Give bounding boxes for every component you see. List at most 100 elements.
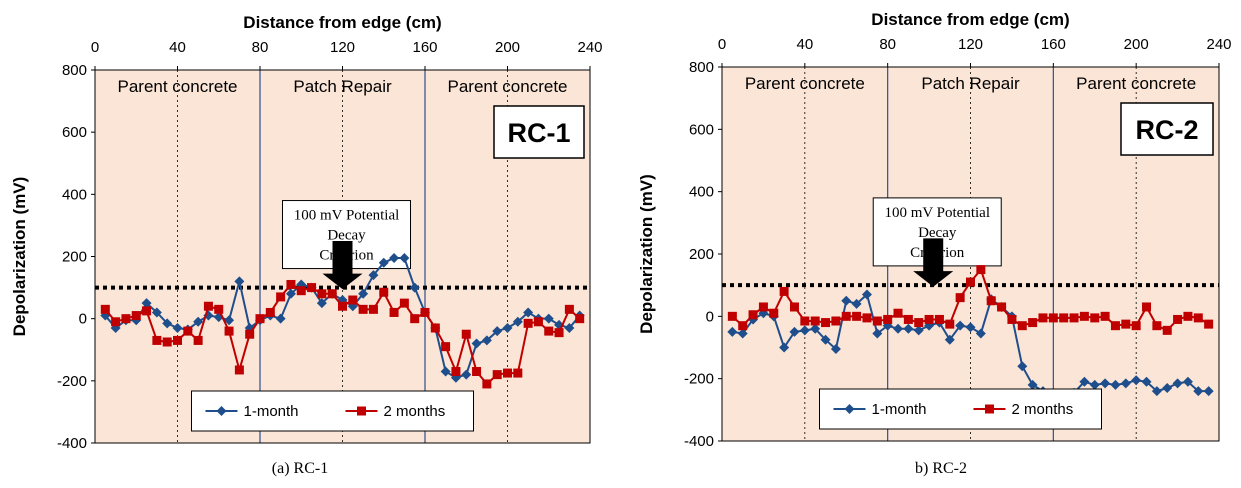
data-point-diamond (830, 344, 841, 355)
data-point-diamond (461, 369, 472, 380)
data-point-square (1007, 314, 1017, 324)
data-point-diamond (1151, 386, 1162, 397)
data-point-diamond (965, 322, 976, 333)
data-point-square (831, 316, 841, 326)
annotation-line: Decay (918, 225, 957, 241)
figure-caption: (a) RC-1 (272, 460, 328, 477)
x-tick-label: 160 (1041, 36, 1066, 53)
data-point-diamond (1141, 376, 1152, 387)
region-label: Patch Repair (293, 77, 392, 96)
data-point-diamond (502, 322, 513, 333)
data-point-square (472, 367, 482, 377)
data-point-diamond (368, 270, 379, 281)
x-tick-label: 160 (412, 39, 437, 56)
data-point-square (769, 308, 779, 318)
region-label: Parent concrete (117, 77, 237, 96)
y-tick-label: 600 (689, 121, 714, 138)
data-point-square (554, 328, 564, 338)
data-point-square (883, 314, 893, 324)
data-point-diamond (481, 335, 492, 346)
data-point-square (1059, 313, 1069, 323)
x-tick-label: 80 (252, 39, 269, 56)
legend: 1-month 2 months (191, 390, 474, 432)
x-tick-label: 200 (495, 39, 520, 56)
data-point-square (482, 379, 492, 389)
y-tick-label: 200 (62, 249, 87, 266)
data-point-square (727, 311, 737, 321)
data-point-diamond (955, 320, 966, 331)
data-point-diamond (1110, 379, 1121, 390)
legend-label: 2 months (1012, 401, 1074, 418)
data-point-square (307, 283, 317, 293)
panel-badge (1120, 102, 1214, 156)
data-point-diamond (523, 307, 534, 318)
data-point-square (1121, 319, 1131, 329)
annotation-line: 100 mV Potential (294, 208, 400, 224)
data-point-square (214, 304, 224, 314)
legend-box (191, 390, 474, 432)
legend-marker-square (985, 404, 994, 414)
data-point-diamond (224, 315, 235, 326)
data-point-diamond (872, 328, 883, 339)
data-point-square (338, 301, 347, 311)
data-point-diamond (737, 328, 748, 339)
data-point-square (183, 326, 193, 336)
data-point-diamond (492, 326, 503, 337)
data-point-square (1152, 321, 1162, 331)
data-point-diamond (727, 326, 738, 337)
data-point-square (379, 287, 389, 297)
data-point-diamond (810, 323, 821, 334)
data-point-square (121, 314, 131, 324)
y-tick-label: -400 (57, 435, 87, 452)
data-point-diamond (440, 366, 451, 377)
data-point-square (800, 316, 810, 326)
x-tick-label: 0 (91, 39, 99, 56)
data-point-square (513, 368, 523, 378)
data-point-square (1048, 313, 1058, 323)
y-tick-label: 600 (62, 124, 87, 141)
data-point-square (1090, 313, 1100, 323)
data-point-square (193, 335, 203, 345)
data-point-diamond (172, 322, 183, 333)
x-tick-label: 240 (1206, 36, 1231, 53)
data-point-diamond (162, 318, 173, 329)
legend-marker-square (357, 406, 366, 416)
y-axis-title: Depolarization (mV) (10, 177, 29, 337)
data-point-square (1110, 321, 1120, 331)
series-2-months (100, 279, 585, 389)
data-point-square (173, 335, 182, 345)
data-point-square (203, 301, 213, 311)
y-tick-label: 400 (62, 186, 87, 203)
data-point-square (893, 308, 903, 318)
data-point-square (852, 311, 862, 321)
data-point-square (327, 289, 337, 299)
y-axis-title: Depolarization (mV) (637, 174, 656, 334)
y-tick-label: 200 (689, 246, 714, 263)
data-point-square (966, 277, 975, 287)
data-point-diamond (1162, 383, 1173, 394)
region-label: Parent concrete (447, 77, 567, 96)
data-point-diamond (1079, 376, 1090, 387)
data-point-diamond (378, 257, 389, 268)
data-point-square (1038, 313, 1048, 323)
data-point-diamond (141, 298, 152, 309)
data-point-square (296, 286, 306, 296)
data-point-diamond (512, 316, 523, 327)
data-point-square (461, 329, 471, 339)
data-point-square (914, 318, 924, 328)
data-point-square (810, 316, 820, 326)
data-point-square (1100, 311, 1110, 321)
data-point-square (441, 342, 451, 352)
x-tick-label: 120 (958, 36, 983, 53)
data-point-square (503, 368, 512, 378)
data-point-square (564, 304, 574, 314)
annotation-box (872, 197, 1002, 267)
data-point-square (451, 367, 461, 377)
region-label: Parent concrete (1076, 74, 1196, 93)
data-point-square (779, 286, 789, 296)
data-point-diamond (1017, 361, 1028, 372)
data-point-diamond (944, 334, 955, 345)
x-tick-label: 40 (169, 39, 186, 56)
data-point-square (1079, 311, 1089, 321)
y-tick-label: 0 (79, 311, 87, 328)
